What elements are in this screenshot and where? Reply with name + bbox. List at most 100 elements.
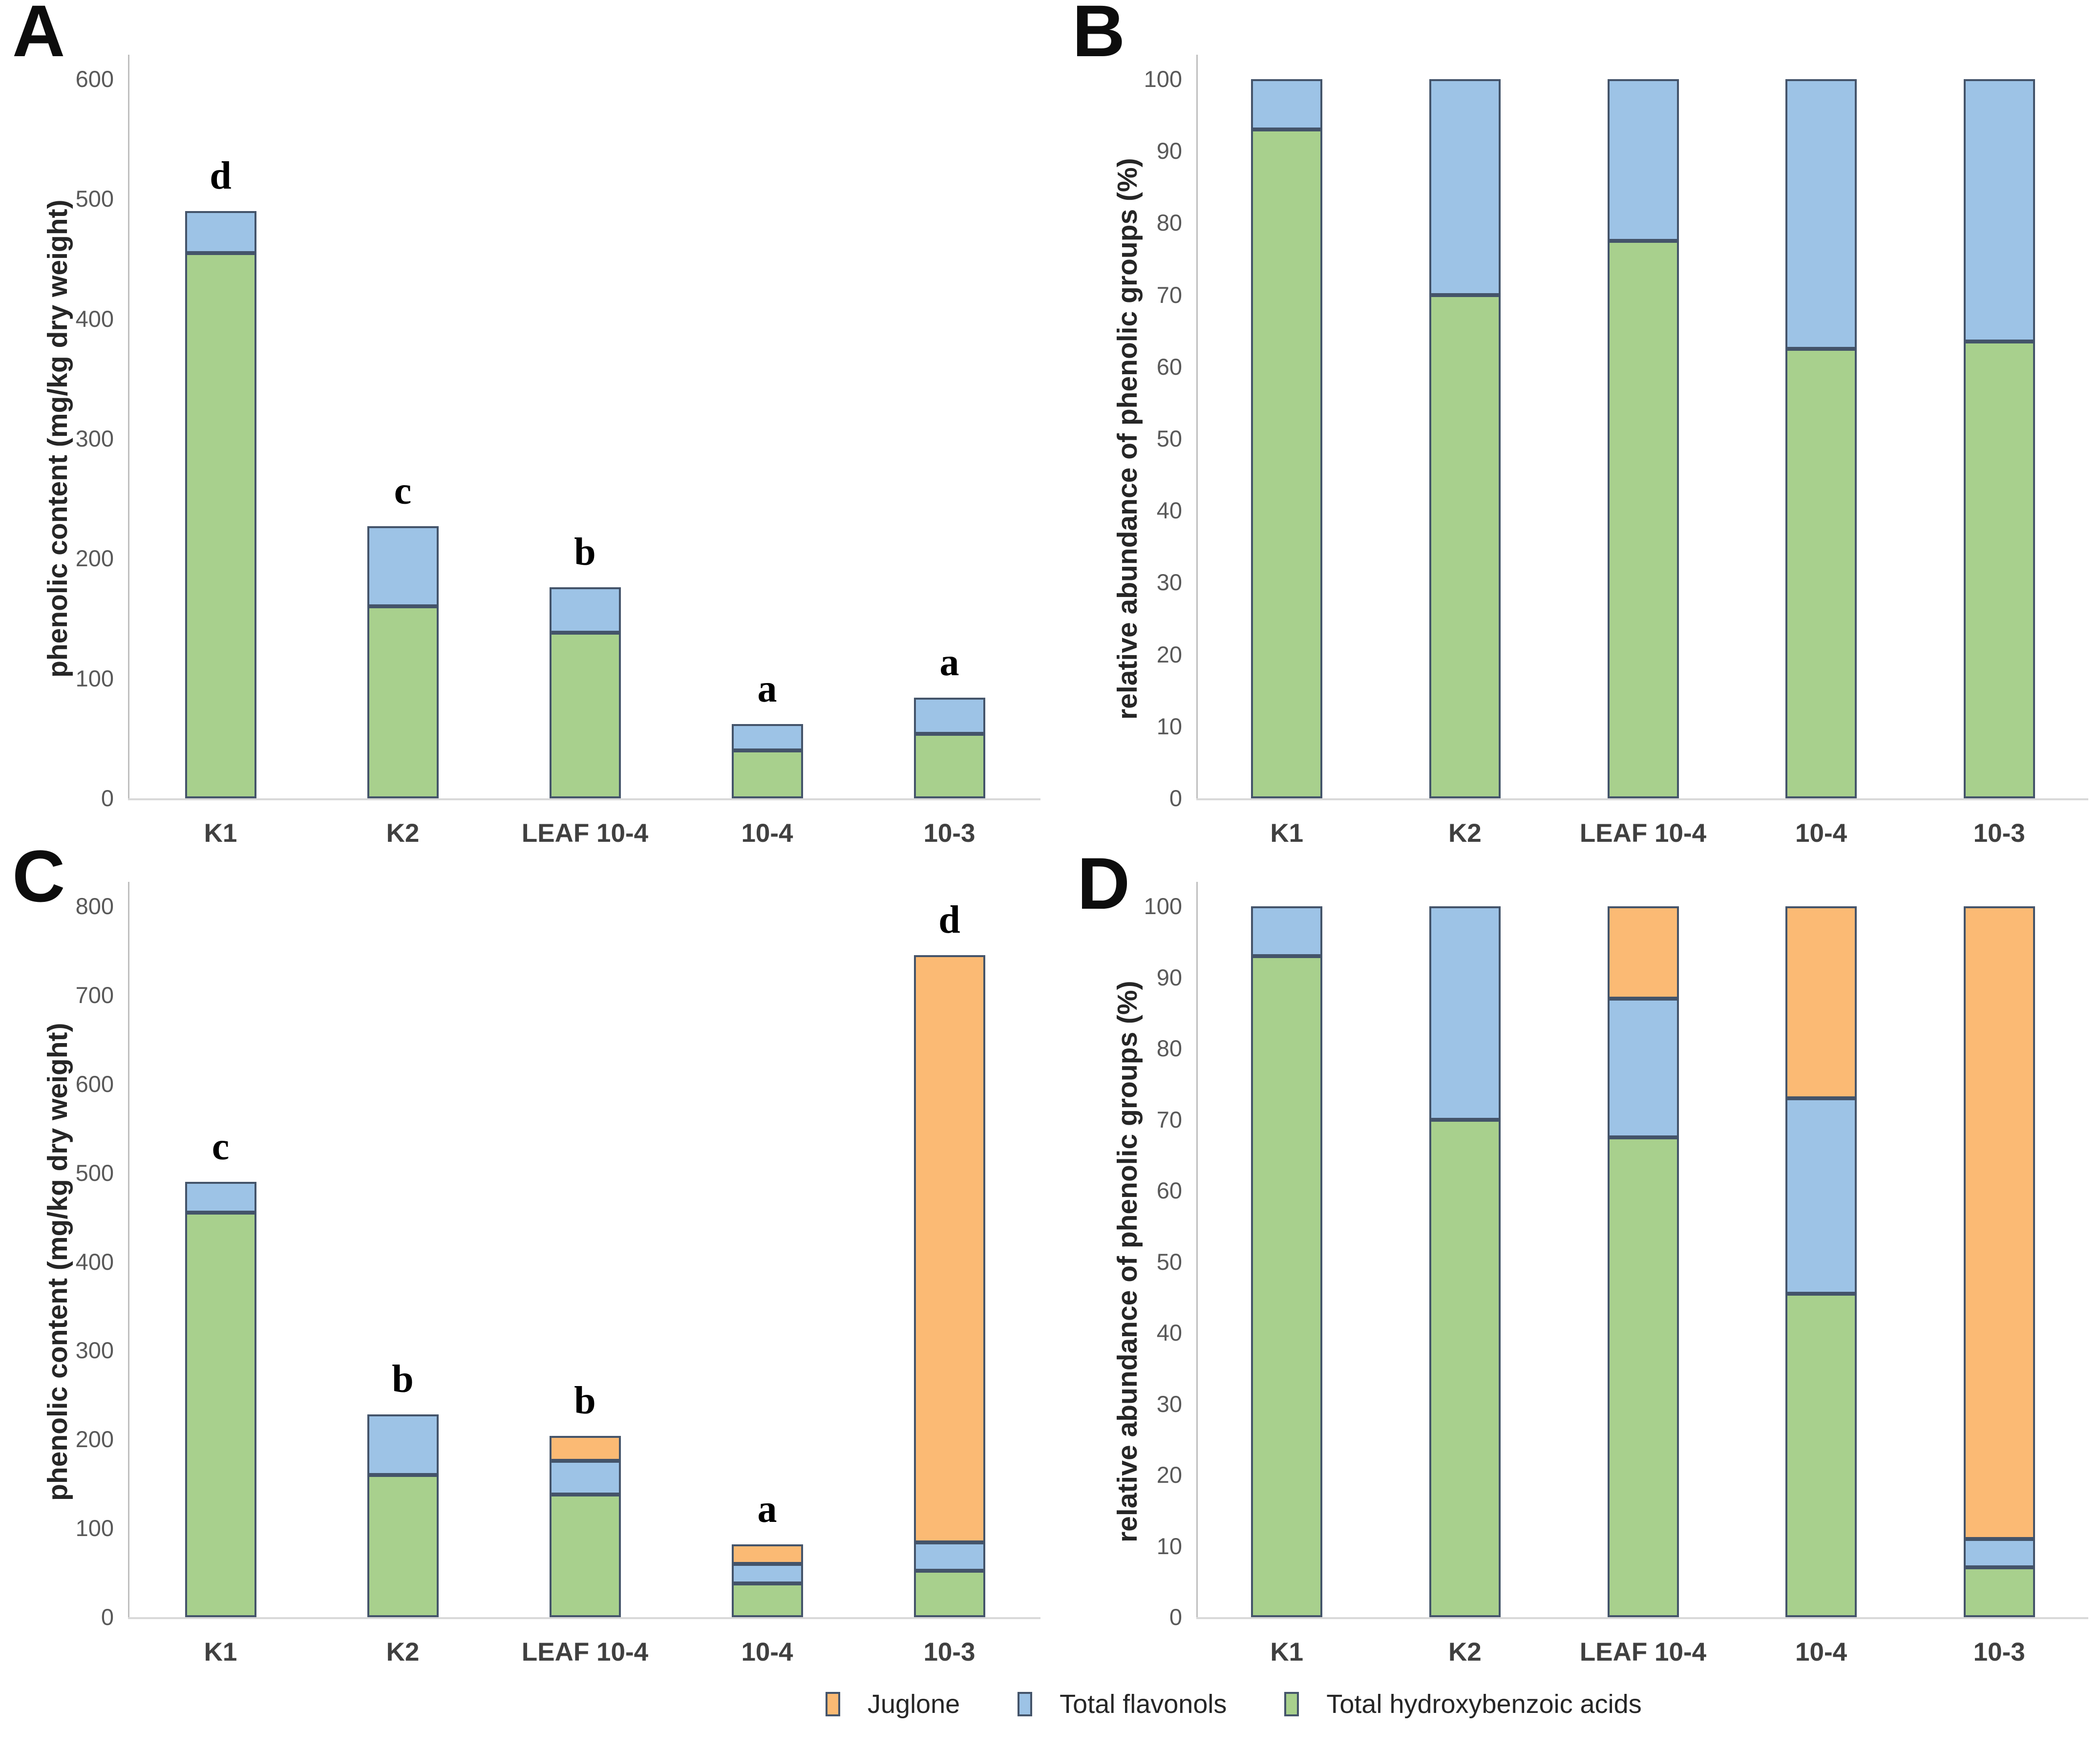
- y-tick-label: 10: [1156, 713, 1182, 739]
- bar-segment-orange: [1785, 906, 1857, 1098]
- category-label: K2: [1448, 819, 1482, 848]
- category-label: LEAF 10-4: [521, 819, 649, 848]
- y-tick-label: 0: [1169, 1604, 1182, 1630]
- bar-segment-blue: [1429, 79, 1501, 295]
- bar-segment-green: [1607, 241, 1679, 798]
- category-label: K2: [386, 819, 420, 848]
- category-label: 10-4: [1795, 819, 1847, 848]
- category-label: 10-3: [923, 1638, 976, 1667]
- bar-segment-orange: [731, 1544, 803, 1564]
- bar-segment-blue: [1607, 79, 1679, 241]
- bar-segment-blue: [1607, 999, 1679, 1137]
- y-tick-label: 60: [1156, 1177, 1182, 1203]
- bar-segment-green: [731, 750, 803, 798]
- y-tick-label: 80: [1156, 1035, 1182, 1061]
- legend: Juglone Total flavonols Total hydroxyben…: [826, 1689, 1642, 1719]
- bar-segment-blue: [549, 1460, 621, 1495]
- bar-segment-green: [1429, 295, 1501, 798]
- y-tick-label: 40: [1156, 1320, 1182, 1346]
- bar-segment-green: [1429, 1119, 1501, 1617]
- y-tick-label: 0: [1169, 785, 1182, 811]
- bar-segment-green: [731, 1583, 803, 1617]
- category-label: LEAF 10-4: [1579, 1638, 1707, 1667]
- y-tick-label: 600: [75, 66, 114, 92]
- y-tick-label: 10: [1156, 1533, 1182, 1559]
- bar-segment-blue: [731, 1563, 803, 1583]
- bar-segment-blue: [731, 724, 803, 750]
- y-tick-label: 70: [1156, 281, 1182, 308]
- x-axis-line: [128, 798, 1040, 800]
- bar-segment-blue: [367, 1414, 439, 1475]
- significance-letter: a: [939, 641, 959, 684]
- significance-letter: c: [212, 1125, 230, 1168]
- bar-segment-green: [913, 1571, 985, 1617]
- y-axis-line: [1196, 55, 1198, 798]
- y-tick-label: 50: [1156, 1248, 1182, 1275]
- bar-segment-blue: [913, 1542, 985, 1571]
- bar-segment-green: [1963, 1567, 2035, 1617]
- y-tick-label: 40: [1156, 497, 1182, 524]
- y-tick-label: 20: [1156, 1462, 1182, 1488]
- y-tick-label: 600: [75, 1070, 114, 1097]
- bar-segment-green: [913, 733, 985, 798]
- bar-segment-green: [549, 633, 621, 798]
- legend-label-total-hydroxybenzoic-acids: Total hydroxybenzoic acids: [1326, 1689, 1642, 1719]
- bar-segment-blue: [185, 1181, 256, 1213]
- bar-segment-green: [1251, 956, 1323, 1617]
- bar-segment-orange: [913, 955, 985, 1543]
- panel-letter-b: B: [1072, 0, 1125, 72]
- y-tick-label: 0: [101, 785, 114, 811]
- legend-item-total-flavonols: Total flavonols: [1018, 1689, 1227, 1719]
- bar-segment-blue: [1963, 1538, 2035, 1568]
- bar-segment-orange: [549, 1435, 621, 1461]
- legend-swatch-total-hydroxybenzoic-acids: [1284, 1692, 1299, 1716]
- category-label: LEAF 10-4: [521, 1638, 649, 1667]
- category-label: 10-3: [1973, 1638, 2025, 1667]
- legend-item-total-hydroxybenzoic-acids: Total hydroxybenzoic acids: [1284, 1689, 1642, 1719]
- y-tick-label: 60: [1156, 353, 1182, 380]
- category-label: K2: [1448, 1638, 1482, 1667]
- y-tick-label: 30: [1156, 1390, 1182, 1417]
- significance-letter: b: [574, 1379, 596, 1422]
- x-axis-line: [1196, 1617, 2088, 1619]
- significance-letter: d: [210, 154, 232, 197]
- y-tick-label: 200: [75, 545, 114, 572]
- y-axis-line: [1196, 882, 1198, 1617]
- bar-segment-blue: [367, 526, 439, 607]
- bar-segment-orange: [1963, 906, 2035, 1539]
- y-tick-label: 100: [1144, 66, 1182, 92]
- legend-swatch-total-flavonols: [1018, 1692, 1033, 1716]
- category-label: K1: [1270, 1638, 1304, 1667]
- bar-segment-green: [185, 253, 256, 798]
- category-label: 10-4: [741, 1638, 793, 1667]
- category-label: 10-3: [923, 819, 976, 848]
- y-tick-label: 300: [75, 1337, 114, 1364]
- bar-segment-blue: [185, 211, 256, 253]
- bar-segment-blue: [1251, 906, 1323, 956]
- bar-segment-blue: [913, 697, 985, 734]
- category-label: 10-4: [1795, 1638, 1847, 1667]
- category-label: 10-4: [741, 819, 793, 848]
- y-tick-label: 30: [1156, 569, 1182, 596]
- y-tick-label: 400: [75, 305, 114, 332]
- significance-letter: a: [757, 667, 777, 710]
- bar-segment-orange: [1607, 906, 1679, 999]
- legend-item-juglone: Juglone: [826, 1689, 960, 1719]
- y-tick-label: 70: [1156, 1106, 1182, 1132]
- category-label: LEAF 10-4: [1579, 819, 1707, 848]
- y-tick-label: 90: [1156, 964, 1182, 990]
- y-tick-label: 50: [1156, 426, 1182, 451]
- y-tick-label: 80: [1156, 210, 1182, 236]
- y-tick-label: 100: [75, 665, 114, 691]
- y-axis-line: [128, 55, 129, 798]
- y-tick-label: 20: [1156, 641, 1182, 667]
- significance-letter: b: [392, 1358, 414, 1401]
- category-label: K1: [204, 819, 237, 848]
- y-tick-label: 0: [101, 1604, 114, 1630]
- bar-segment-green: [1607, 1137, 1679, 1617]
- bar-segment-blue: [549, 587, 621, 633]
